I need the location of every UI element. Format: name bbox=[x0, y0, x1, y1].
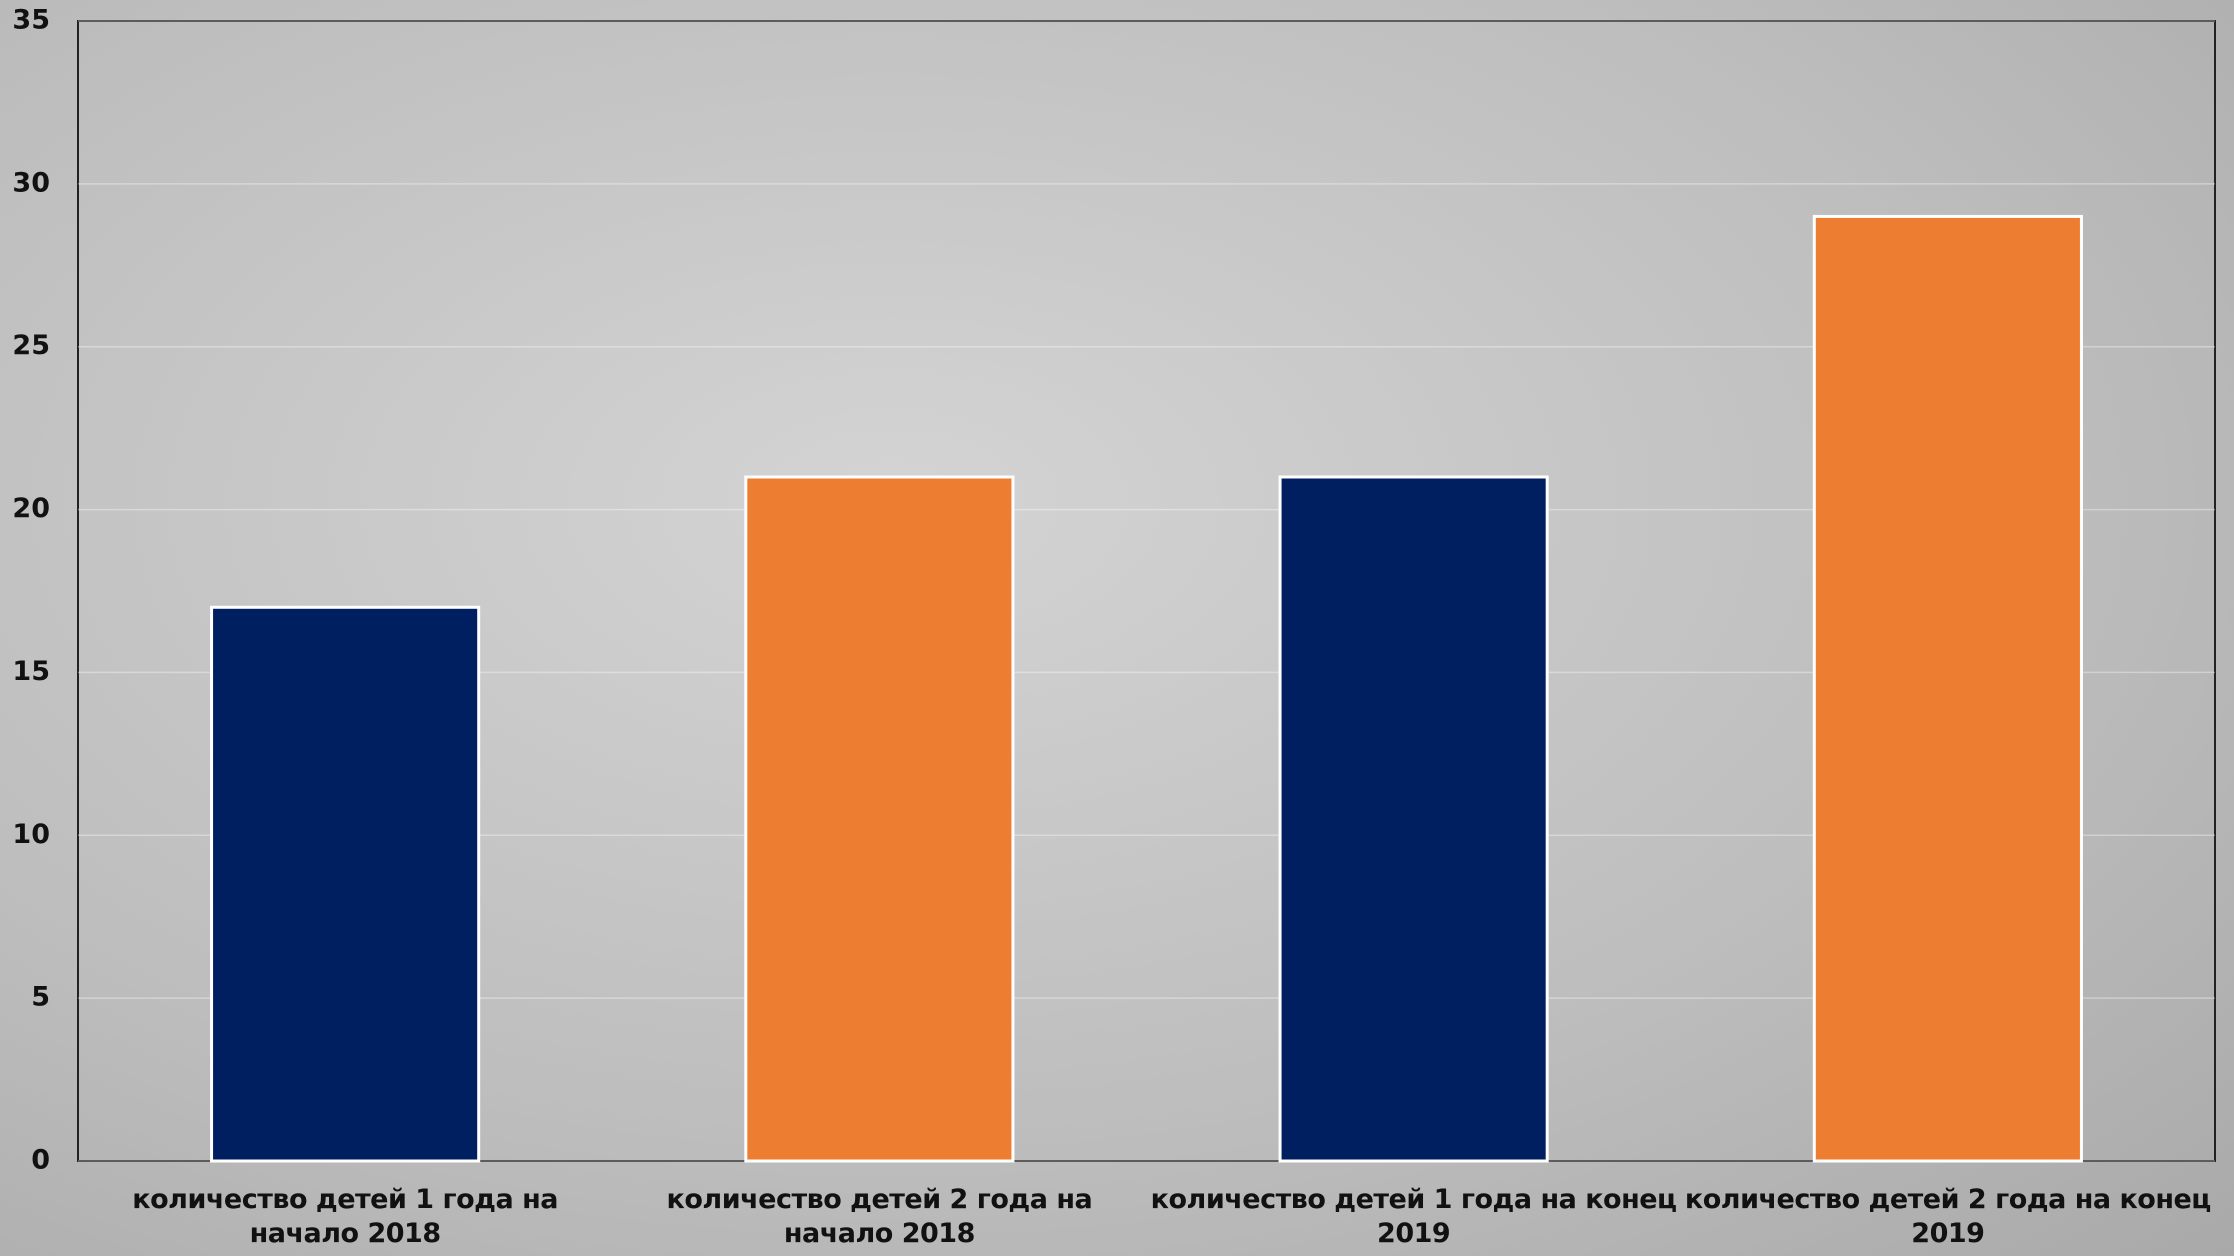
bar bbox=[744, 475, 1015, 1163]
x-tick-label-box: количество детей 1 года на конец 2019 bbox=[1150, 1184, 1677, 1249]
x-tick-label: количество детей 1 года на начало 2018 bbox=[132, 1184, 558, 1249]
plot-frame bbox=[77, 20, 2216, 1162]
y-tick-label: 15 bbox=[12, 656, 50, 687]
y-tick-label: 30 bbox=[12, 167, 50, 198]
bar bbox=[1812, 214, 2083, 1163]
y-tick-label: 25 bbox=[12, 330, 50, 361]
bar bbox=[1278, 475, 1549, 1163]
x-tick-label: количество детей 2 года на начало 2018 bbox=[666, 1184, 1093, 1249]
x-tick-label-box: количество детей 2 года на конец 2019 bbox=[1684, 1184, 2211, 1249]
x-tick-label-box: количество детей 1 года на начало 2018 bbox=[132, 1184, 558, 1249]
x-tick-label-box: количество детей 2 года на начало 2018 bbox=[666, 1184, 1093, 1249]
x-tick-label: количество детей 2 года на конец 2019 bbox=[1684, 1184, 2211, 1249]
y-tick-label: 20 bbox=[12, 493, 50, 524]
y-tick-label: 10 bbox=[12, 819, 50, 850]
y-tick-label: 0 bbox=[31, 1145, 50, 1176]
bar bbox=[210, 605, 481, 1163]
y-tick-label: 5 bbox=[31, 982, 50, 1013]
x-tick-label: количество детей 1 года на конец 2019 bbox=[1150, 1184, 1677, 1249]
y-tick-label: 35 bbox=[12, 5, 50, 36]
